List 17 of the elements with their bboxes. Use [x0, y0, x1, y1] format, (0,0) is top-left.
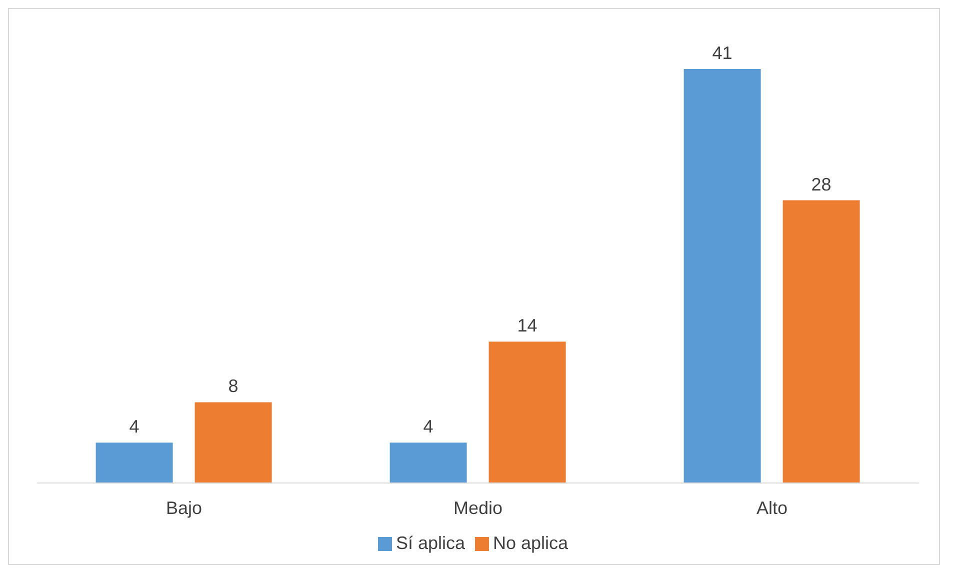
legend-label: No aplica — [493, 533, 568, 553]
data-label: 14 — [517, 316, 538, 336]
bar — [782, 200, 860, 483]
data-label: 4 — [129, 416, 140, 437]
data-label: 28 — [811, 174, 832, 194]
bar — [194, 402, 272, 483]
legend-label: Sí aplica — [396, 533, 465, 553]
bar — [390, 442, 467, 483]
bar — [488, 342, 566, 483]
bar — [96, 442, 173, 483]
bar — [684, 69, 761, 483]
x-tick-label: Alto — [756, 498, 788, 518]
x-tick-label: Medio — [453, 498, 503, 518]
x-tick-label: Bajo — [166, 498, 202, 518]
data-label: 8 — [228, 376, 238, 396]
data-label: 41 — [712, 43, 732, 63]
data-label: 4 — [423, 416, 434, 437]
